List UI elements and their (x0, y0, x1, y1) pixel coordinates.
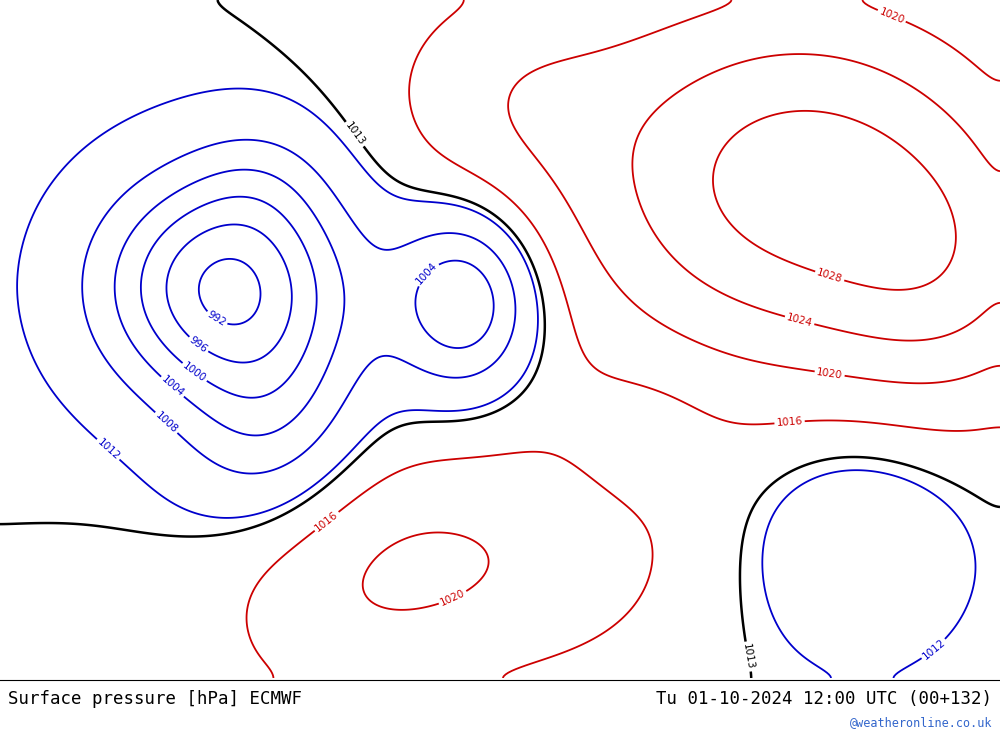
Text: 1020: 1020 (816, 366, 843, 380)
Text: 1020: 1020 (439, 588, 467, 608)
Text: 1004: 1004 (159, 375, 186, 399)
Text: 1016: 1016 (776, 416, 803, 428)
Text: 1020: 1020 (878, 6, 906, 26)
Text: 1013: 1013 (343, 120, 367, 148)
Text: 1012: 1012 (95, 437, 121, 462)
Text: Tu 01-10-2024 12:00 UTC (00+132): Tu 01-10-2024 12:00 UTC (00+132) (656, 690, 992, 708)
Text: 1008: 1008 (153, 410, 179, 435)
Text: @weatheronline.co.uk: @weatheronline.co.uk (850, 715, 992, 729)
Text: 1000: 1000 (181, 361, 208, 384)
Text: 1024: 1024 (786, 312, 814, 328)
Text: 992: 992 (205, 309, 228, 328)
Text: 1013: 1013 (741, 643, 755, 671)
Text: 1004: 1004 (414, 261, 440, 287)
Text: Surface pressure [hPa] ECMWF: Surface pressure [hPa] ECMWF (8, 690, 302, 708)
Text: 1028: 1028 (816, 268, 844, 285)
Text: 1016: 1016 (313, 509, 340, 534)
Text: 1012: 1012 (921, 637, 947, 661)
Text: 996: 996 (187, 334, 209, 355)
